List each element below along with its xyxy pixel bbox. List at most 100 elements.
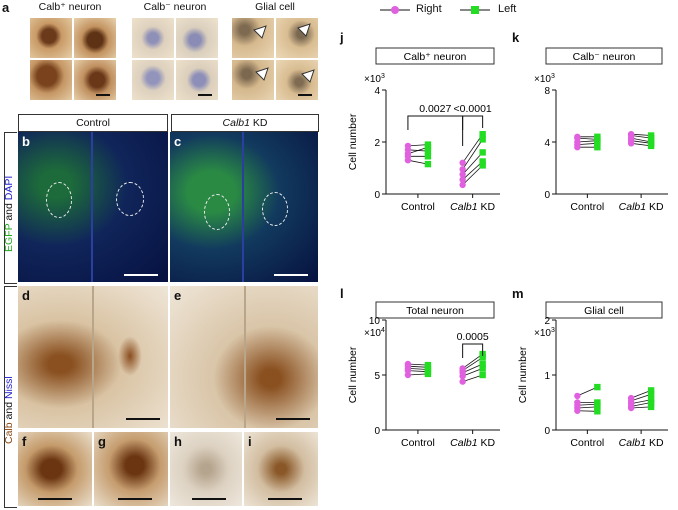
pair-line xyxy=(577,137,598,140)
pair-line xyxy=(407,373,428,376)
data-point-right xyxy=(404,367,412,374)
panel-label-i: i xyxy=(248,434,252,449)
data-point-left xyxy=(647,403,655,411)
pair-line xyxy=(462,357,483,371)
legend-left-label: Left xyxy=(498,3,517,15)
x-tick-label: Control xyxy=(401,437,435,449)
group-label-glial: Glial cell xyxy=(255,1,295,13)
axis-multiplier: ×103 xyxy=(364,73,385,85)
p-value-label: <0.0001 xyxy=(454,103,492,115)
group-label-calb-pos: Calb⁺ neuron xyxy=(38,1,102,13)
chart-title-box xyxy=(375,301,495,319)
significance-bracket xyxy=(462,115,484,130)
axis-multiplier-exp: 3 xyxy=(551,73,555,80)
pair-line xyxy=(631,135,652,139)
data-point-left xyxy=(479,149,486,156)
pair-line xyxy=(631,399,652,404)
panel-label-e: e xyxy=(174,288,182,303)
micrograph-tile xyxy=(30,18,72,58)
ihc-image-e xyxy=(170,286,318,428)
data-point-left xyxy=(594,383,601,391)
y-tick-label: 10 xyxy=(369,316,381,327)
pair-line xyxy=(407,159,428,165)
chart-title-box xyxy=(545,47,663,65)
panel-label-m: m xyxy=(512,286,524,301)
pair-line xyxy=(631,142,652,147)
pair-line xyxy=(577,142,598,145)
data-point-right xyxy=(459,378,466,385)
axis-multiplier-exp: 3 xyxy=(551,327,555,334)
data-point-left xyxy=(647,399,655,406)
data-point-right xyxy=(459,159,466,166)
side-bracket-bottom xyxy=(4,286,17,508)
data-point-left xyxy=(479,354,486,361)
data-point-left xyxy=(424,147,432,155)
label-and: and xyxy=(3,200,15,224)
data-point-left xyxy=(594,140,601,147)
data-point-right xyxy=(627,140,635,147)
data-point-left xyxy=(424,153,432,160)
data-point-left xyxy=(424,144,432,151)
legend-right-marker xyxy=(380,6,410,14)
x-tick-italic: Calb1 xyxy=(619,437,646,449)
chart-k-content: Calb⁻ neuron ×103 0 4 8 Control Calb1 KD xyxy=(534,47,668,213)
data-point-left xyxy=(479,136,486,143)
pair-line xyxy=(630,393,652,402)
axis-multiplier: ×104 xyxy=(364,327,385,339)
y-tick-label: 4 xyxy=(374,86,380,97)
ihc-image-d xyxy=(18,286,168,428)
ihc-image-h xyxy=(170,432,242,506)
side-label-egfp-dapi: EGFP and DAPI xyxy=(3,176,15,252)
pair-line xyxy=(631,133,652,136)
ihc-image-f xyxy=(18,432,92,506)
x-tick-label: Calb1 KD xyxy=(450,437,495,449)
panel-label-c: c xyxy=(174,134,182,149)
pair-line xyxy=(462,152,483,175)
legend-left-marker xyxy=(460,6,490,14)
panel-label-h: h xyxy=(174,434,182,449)
panel-label-f: f xyxy=(22,434,27,449)
pair-line xyxy=(631,406,652,409)
data-point-right xyxy=(404,371,412,379)
data-point-left xyxy=(479,131,486,138)
pair-line xyxy=(631,140,652,144)
pair-line xyxy=(462,165,483,186)
y-tick-label: 5 xyxy=(374,371,380,382)
data-point-left xyxy=(424,370,432,378)
micrograph-tile xyxy=(176,18,218,58)
pair-line xyxy=(462,374,483,382)
data-point-left xyxy=(594,403,601,411)
chart-j-content: Calb⁺ neuron ×103 0 2 4 Cell number Control Cal… xyxy=(347,47,500,213)
ihc-image-i xyxy=(244,432,318,506)
label-calb: Calb xyxy=(3,422,15,444)
pair-line xyxy=(407,370,428,373)
pair-line xyxy=(577,403,598,406)
significance-bracket xyxy=(462,343,484,358)
panel-label-a: a xyxy=(2,0,10,15)
pair-line xyxy=(462,161,483,180)
chart-j: Calb⁺ neuron ×103 0 2 4 Cell number Control Cal… xyxy=(347,47,500,213)
pair-line xyxy=(462,368,483,377)
x-tick-label: Calb1 KD xyxy=(619,201,664,213)
data-point-left xyxy=(647,142,655,150)
pair-line xyxy=(407,149,428,152)
chart-m-content: Glial cell ×103 0 1 2 Cell number Control Calb1… xyxy=(517,301,668,449)
header-calb1-kd: Calb1 KD xyxy=(171,114,319,132)
axis-multiplier-exp: 4 xyxy=(381,327,385,334)
group-label-calb-neg: Calb⁻ neuron xyxy=(143,1,207,13)
data-point-left xyxy=(479,360,486,368)
y-axis-label: Cell number xyxy=(347,113,359,170)
data-point-left xyxy=(647,387,655,394)
data-point-left xyxy=(424,160,432,168)
data-point-left xyxy=(479,158,486,165)
label-egfp: EGFP xyxy=(3,223,15,252)
data-point-left xyxy=(479,162,486,169)
pair-line xyxy=(407,363,428,366)
y-tick-label: 2 xyxy=(374,138,380,149)
legend: Right Left xyxy=(380,2,560,18)
scale-bar xyxy=(96,94,110,96)
panel-label-k: k xyxy=(512,30,520,45)
x-tick-rest: KD xyxy=(646,437,664,449)
label-and-2: and xyxy=(3,399,15,423)
axis-multiplier: ×103 xyxy=(534,73,555,85)
